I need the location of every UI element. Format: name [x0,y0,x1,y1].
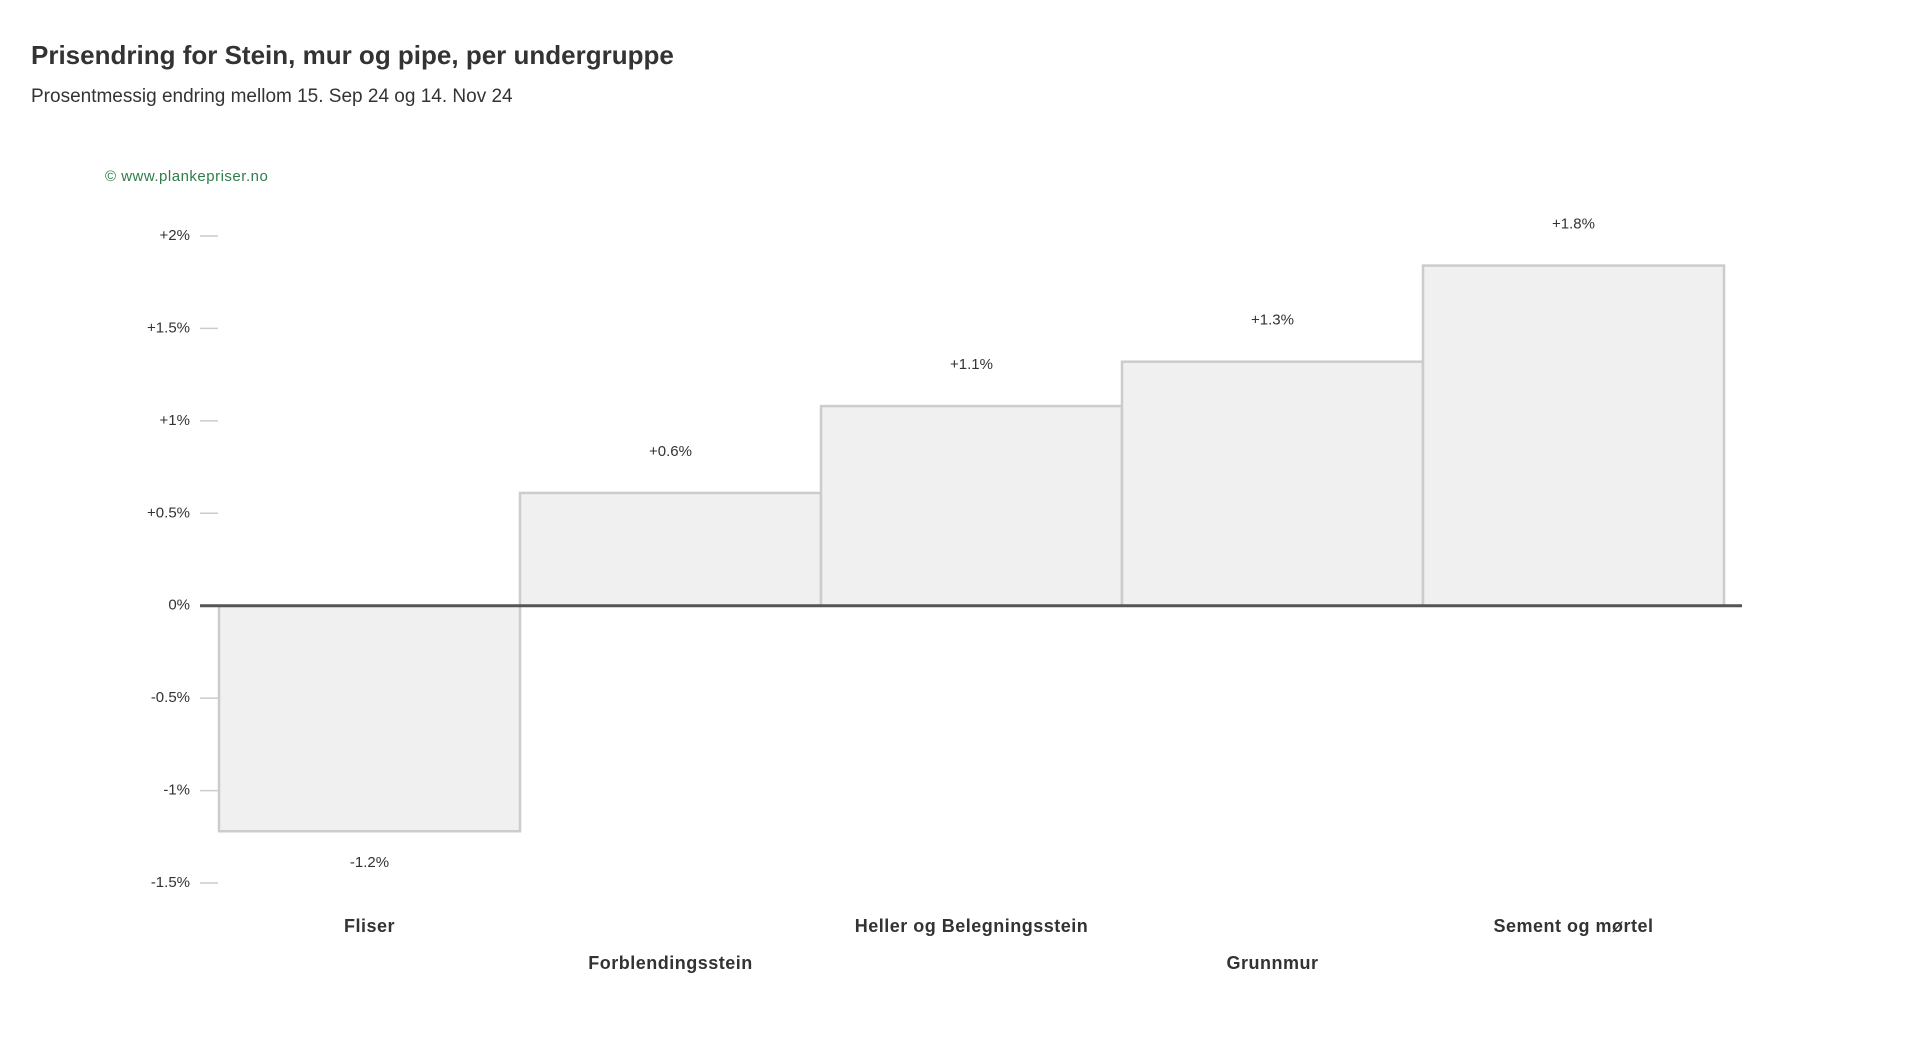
value-label: +1.1% [950,356,993,373]
y-tick-label: -1% [163,782,190,799]
y-tick-label: -1.5% [151,874,190,891]
bar [217,604,522,833]
x-tick-label: Sement og mørtel [1493,916,1653,936]
x-tick-label: Heller og Belegningsstein [855,916,1089,936]
y-tick-label: +0.5% [147,504,190,521]
y-tick-label: 0% [168,597,190,614]
y-tick-label: -0.5% [151,689,190,706]
value-label: +1.3% [1251,312,1294,329]
bar [1421,264,1726,607]
chart-subtitle: Prosentmessig endring mellom 15. Sep 24 … [31,86,513,107]
y-tick-label: +1.5% [147,319,190,336]
watermark: © www.plankepriser.no [105,168,268,185]
x-tick-label: Fliser [344,916,395,936]
value-label: +0.6% [649,443,692,460]
x-tick-label: Forblendingsstein [588,953,753,973]
x-tick-label: Grunnmur [1227,953,1319,973]
bar [1120,360,1425,607]
value-label: -1.2% [350,854,389,871]
y-tick-label: +1% [160,412,190,429]
y-tick-label: +2% [160,227,190,244]
chart-title: Prisendring for Stein, mur og pipe, per … [31,40,674,70]
value-label: +1.8% [1552,216,1595,233]
bar [518,491,823,607]
bar [819,404,1124,607]
